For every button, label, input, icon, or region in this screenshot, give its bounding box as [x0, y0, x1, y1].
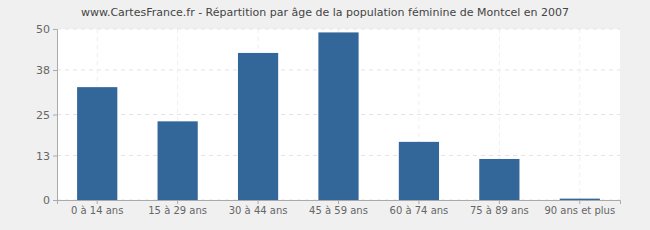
x-tick-label: 90 ans et plus	[544, 205, 615, 216]
x-tick: 30 à 44 ans	[229, 200, 288, 216]
y-tick-mark	[53, 200, 57, 201]
bar	[158, 121, 198, 200]
x-tick: 15 à 29 ans	[148, 200, 207, 216]
plot-area	[57, 29, 620, 200]
y-axis: 0 13 25 38 50	[36, 23, 58, 207]
y-tick: 38	[36, 64, 57, 77]
y-tick-label: 13	[36, 150, 50, 163]
background	[0, 0, 650, 230]
y-tick-mark	[53, 115, 57, 116]
bar	[77, 87, 117, 200]
bar	[238, 53, 278, 200]
y-tick: 25	[36, 109, 57, 122]
y-axis-line	[53, 30, 58, 201]
x-tick-mark	[418, 200, 419, 204]
x-axis: 0 à 14 ans 15 à 29 ans 30 à 44 ans 45 à 59 …	[58, 200, 621, 216]
y-tick: 0	[43, 194, 57, 207]
x-tick-label: 60 à 74 ans	[390, 205, 449, 216]
x-tick: 45 à 59 ans	[309, 200, 368, 216]
y-tick-mark	[53, 156, 57, 157]
y-tick-label: 0	[43, 194, 50, 207]
y-tick-label: 38	[36, 64, 50, 77]
y-tick-label: 25	[36, 109, 50, 122]
x-tick: 0 à 14 ans	[71, 200, 123, 216]
bar	[560, 199, 600, 200]
y-tick: 50	[36, 23, 57, 36]
x-tick-label: 75 à 89 ans	[470, 205, 529, 216]
chart: www.CartesFrance.fr - Répartition par âg…	[0, 0, 650, 230]
y-tick-label: 50	[36, 23, 50, 36]
x-tick-label: 15 à 29 ans	[148, 205, 207, 216]
x-tick-mark	[177, 200, 178, 204]
x-tick-mark	[499, 200, 500, 204]
y-tick-mark	[53, 70, 57, 71]
x-tick-label: 0 à 14 ans	[71, 205, 123, 216]
x-tick: 60 à 74 ans	[390, 200, 449, 216]
x-tick-mark	[258, 200, 259, 204]
bar	[399, 142, 439, 200]
bars	[77, 32, 600, 200]
x-tick-label: 45 à 59 ans	[309, 205, 368, 216]
grid	[57, 29, 620, 200]
title: www.CartesFrance.fr - Répartition par âg…	[81, 6, 569, 19]
y-tick-mark	[53, 29, 57, 30]
x-tick-mark	[579, 200, 580, 204]
x-tick-mark	[97, 200, 98, 204]
x-tick-mark	[338, 200, 339, 204]
x-tick: 90 ans et plus	[544, 200, 615, 216]
x-tick-label: 30 à 44 ans	[229, 205, 288, 216]
y-tick: 13	[36, 150, 57, 163]
x-tick: 75 à 89 ans	[470, 200, 529, 216]
x-axis-line	[58, 201, 621, 205]
grid-line-vertical	[579, 29, 580, 200]
bar	[479, 159, 519, 200]
bar	[318, 32, 358, 200]
plot: 0 13 25 38 50 0 à 14 ans 15 à 29 ans 30 à 44 an…	[36, 23, 621, 216]
grid-vertical	[97, 29, 580, 200]
